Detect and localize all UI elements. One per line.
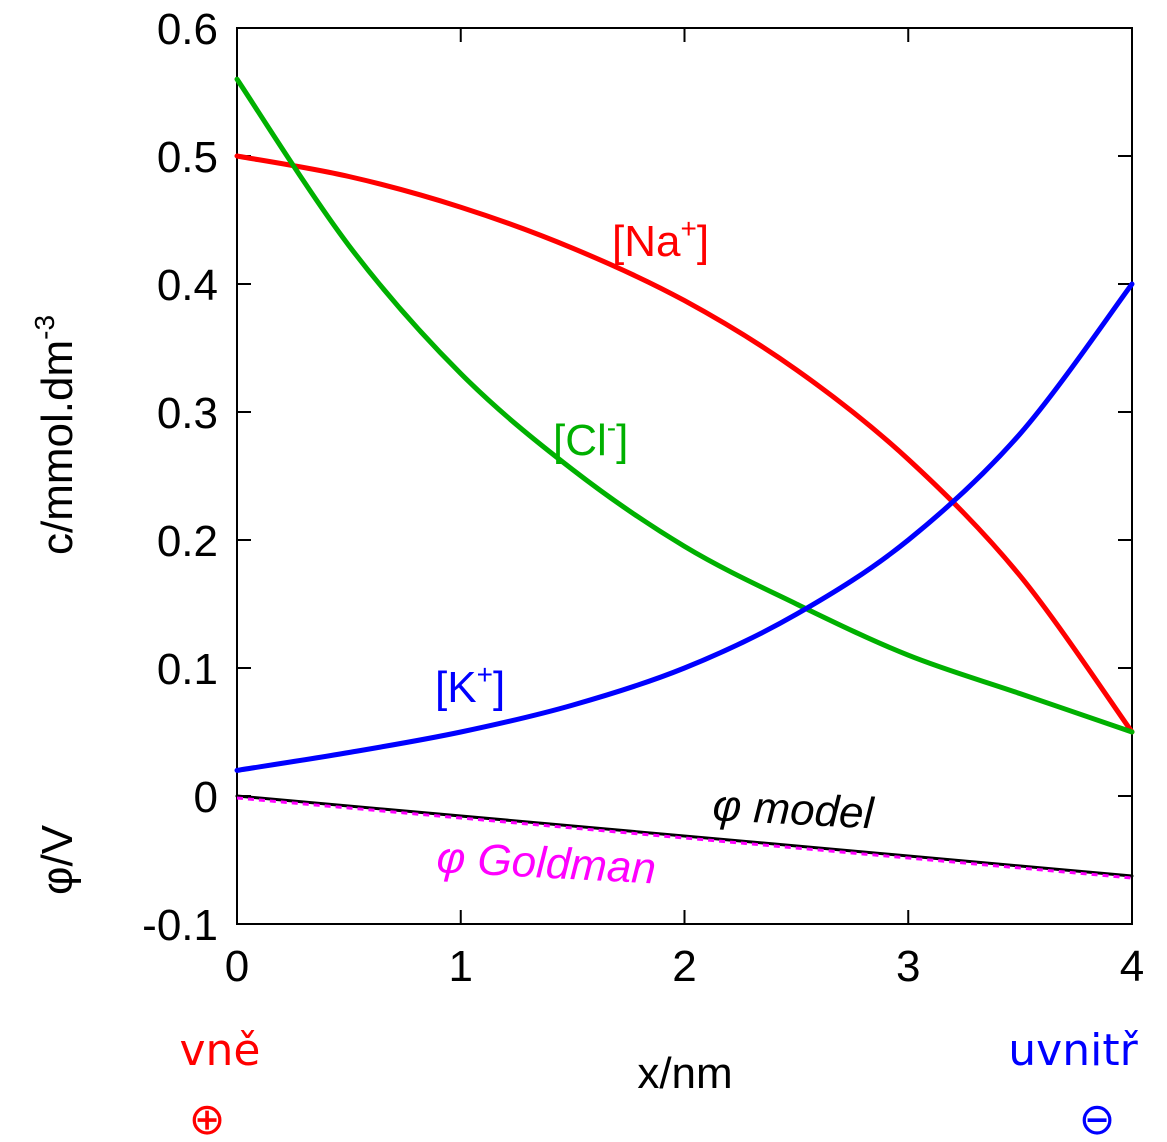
y-tick-label-1: 0 [194,773,218,822]
series-k-line [234,281,1135,773]
series-lines [234,76,1135,880]
tick-labels: 0 1 2 3 4-0.100.10.20.30.40.50.6 [142,5,1144,991]
y-axis-title-bottom: φ/V [33,824,82,895]
x-tick-label-3: 3 [896,942,920,991]
y-tick-label-6: 0.5 [157,133,218,182]
series-phi-goldman-line [236,796,1133,880]
series-cl-line [234,76,1135,735]
y-tick-label-4: 0.3 [157,389,218,438]
y-tick-label-5: 0.4 [157,261,218,310]
y-tick-label-7: 0.6 [157,5,218,54]
y-tick-label-0: -0.1 [142,901,218,950]
x-axis-title: x/nm [637,1049,732,1098]
x-tick-label-0: 0 [225,942,249,991]
plus-symbol: ⊕ [189,1094,226,1142]
label-phi-model: φ model [711,781,875,838]
x-tick-label-1: 1 [449,942,473,991]
label-k: [K+] [435,659,505,712]
x-tick-label-4: 4 [1120,942,1144,991]
y-axis-title-top: c/mmol.dm-3 [29,315,82,555]
series-phi-model-line [235,794,1134,878]
label-cl: [Cl-] [553,412,628,465]
inside-label: uvnitř [1008,1025,1138,1076]
y-tick-label-3: 0.2 [157,517,218,566]
ticks [236,27,1133,925]
series-na-line [234,153,1135,735]
y-tick-label-2: 0.1 [157,645,218,694]
minus-symbol: ⊖ [1079,1094,1116,1142]
outside-label: vně [180,1025,261,1076]
label-na: [Na+] [612,213,709,266]
x-tick-label-2: 2 [672,942,696,991]
label-phi-goldman: φ Goldman [435,833,657,893]
plot-frame [236,27,1133,925]
